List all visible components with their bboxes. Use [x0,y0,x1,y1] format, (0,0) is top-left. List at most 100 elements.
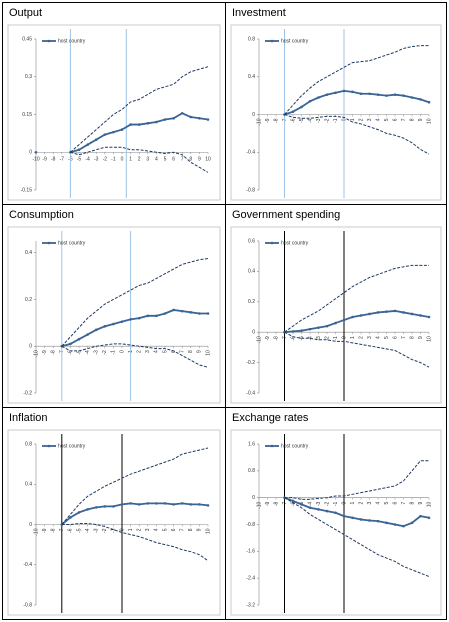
x-tick-label: 6 [392,501,398,504]
x-tick-label: -4 [307,118,313,123]
y-tick-label: -0.4 [246,390,255,396]
series-marker [300,329,303,332]
x-tick-label: -10 [256,118,262,125]
series-marker [155,502,158,505]
series-marker [180,111,184,115]
band-line [284,45,429,115]
x-tick-label: 2 [358,336,364,339]
x-tick-label: -3 [316,118,322,123]
series-marker [94,138,98,141]
x-tick-label: 3 [145,528,151,531]
y-tick-label: -0.8 [246,187,255,193]
x-tick-label: 9 [418,336,424,339]
series-marker [410,521,414,525]
band-line [70,146,209,173]
series-marker [180,502,184,505]
y-tick-label: -1.6 [246,549,255,555]
y-tick-label: -0.4 [246,150,255,156]
legend-label: host country [281,38,309,44]
series-marker [129,502,132,505]
series-marker [69,342,72,346]
x-tick-label: 4 [375,501,381,504]
legend-marker [270,39,274,43]
y-tick-label: 0.8 [248,36,255,42]
x-tick-label: -2 [324,501,330,506]
series-marker [103,505,107,508]
x-tick-label: 2 [358,118,364,121]
y-tick-label: 0 [252,112,255,118]
y-tick-label: 0.6 [248,238,255,244]
y-tick-label: 0.4 [248,74,255,80]
series-marker [103,133,107,136]
band-line [61,343,209,368]
legend-marker [270,241,274,245]
panel-title: Consumption [9,209,74,221]
x-tick-label: -2 [324,336,330,341]
x-tick-label: -1 [333,501,339,506]
series-line [284,310,430,334]
x-tick-label: -10 [256,501,262,508]
x-tick-label: -9 [265,336,271,341]
series-marker [376,93,380,96]
x-tick-label: 5 [162,528,168,531]
series-marker [34,150,38,154]
y-tick-label: 0.2 [25,297,32,303]
x-tick-label: 4 [154,350,160,353]
series-line [61,502,209,526]
series-marker [180,309,184,313]
series-marker [402,311,405,314]
x-tick-label: 4 [155,157,158,163]
x-tick-label: 7 [181,157,184,163]
x-tick-label: -1 [111,528,117,533]
series-marker [155,120,158,124]
x-tick-label: -4 [307,501,313,506]
x-tick-label: -4 [85,350,91,355]
series-marker [368,519,371,522]
x-tick-label: -1 [333,118,339,123]
band-line [61,522,209,562]
x-tick-label: 1 [350,501,356,504]
plot-frame [7,226,221,404]
series-marker [385,521,388,525]
x-tick-label: -5 [299,118,305,123]
x-tick-label: -2 [324,118,330,123]
series-marker [342,318,346,322]
y-tick-label: 0 [29,150,32,156]
x-tick-label: -5 [76,528,82,533]
plot-frame [230,226,442,404]
series-marker [163,502,167,505]
x-tick-label: -3 [316,501,322,506]
x-tick-label: -10 [32,157,39,163]
x-tick-label: 3 [146,157,149,163]
series-marker [368,92,371,96]
band-line [284,331,430,368]
x-tick-label: 1 [350,336,356,339]
x-tick-label: -8 [51,157,56,163]
series-marker [172,308,175,312]
series-marker [163,312,167,315]
x-tick-label: -9 [265,501,271,506]
series-marker [155,314,158,318]
series-marker [120,320,124,323]
y-tick-label: 1.6 [248,441,255,447]
x-tick-label: 3 [145,350,151,353]
x-tick-label: 8 [409,336,415,339]
series-marker [325,509,329,513]
x-tick-label: 9 [197,528,203,531]
x-tick-label: 1 [350,118,356,121]
series-marker [385,94,388,97]
x-tick-label: 5 [384,336,390,339]
series-marker [334,511,337,515]
x-tick-label: -9 [42,528,48,533]
x-tick-label: 5 [384,118,390,121]
y-tick-label: 0.4 [25,482,32,488]
x-tick-label: -1 [333,336,339,341]
legend-label: host country [58,38,86,44]
legend-label: host country [58,443,86,449]
series-marker [300,105,303,109]
series-marker [112,322,115,326]
series-marker [419,514,422,518]
x-tick-label: 3 [367,501,373,504]
